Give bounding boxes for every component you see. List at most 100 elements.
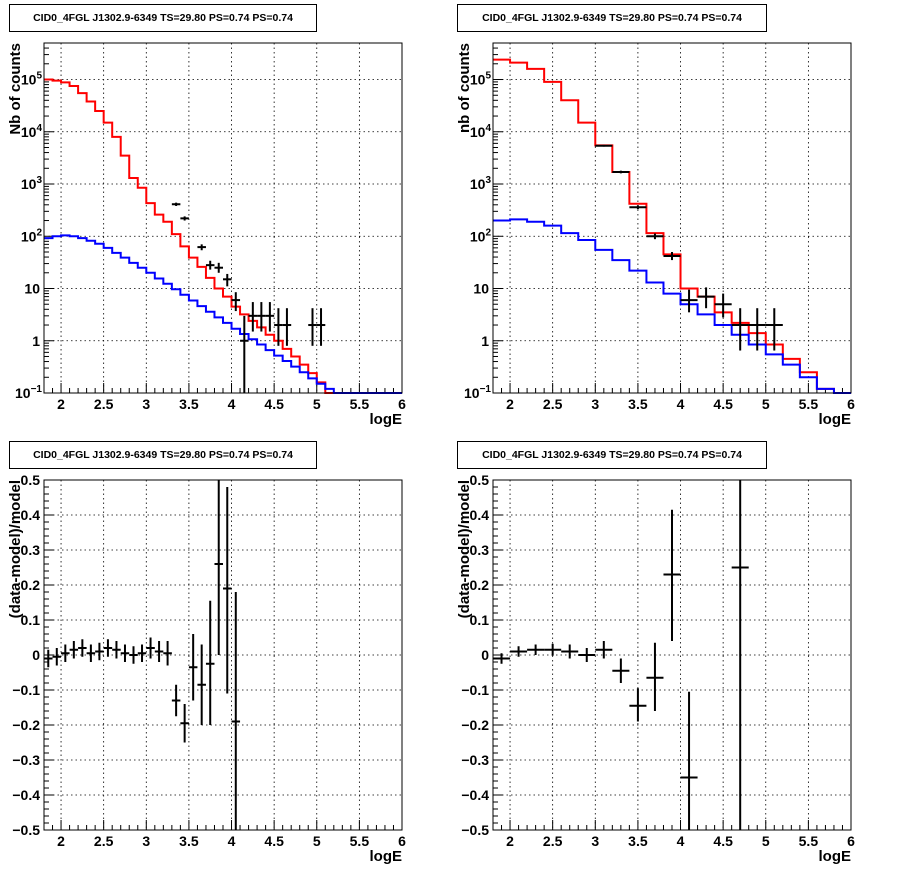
ticks (492, 42, 852, 394)
data-point (214, 262, 223, 273)
y-tick-label: 104 (21, 123, 43, 140)
data-point (214, 480, 223, 655)
data-point (180, 216, 189, 221)
x-tick-label: 2 (506, 396, 514, 412)
series (493, 218, 851, 394)
y-tick-label: −0.2 (461, 717, 489, 733)
series (171, 202, 326, 393)
data-point (544, 643, 562, 656)
data-point (223, 273, 232, 287)
x-tick-labels: 2 2.5 3 3.5 4 4.5 5 5.5 6 (57, 833, 406, 849)
chart-top-left: 2 2.5 3 3.5 4 4.5 5 5.5 6 10−1 1 10 102 103 104 105 logE… (7, 42, 406, 428)
data-point (731, 480, 749, 830)
x-axis-label: logE (819, 411, 852, 428)
data-point (663, 509, 681, 641)
panel-bottom-right: 2 2.5 3 3.5 4 4.5 5 5.5 6 −0.5 −0.4 −0.3 −0.2 −0.1 0 0.… (449, 437, 898, 874)
x-tick-label: 2.5 (543, 833, 563, 849)
series (44, 480, 241, 830)
y-tick-label: 10−1 (464, 384, 491, 401)
x-tick-label: 4.5 (713, 396, 733, 412)
data-point (103, 639, 113, 657)
y-tick-label: −0.5 (12, 822, 40, 838)
y-tick-labels: 10−1 1 10 102 103 104 105 (15, 71, 42, 401)
y-tick-label: 0.4 (21, 507, 41, 523)
x-tick-label: 6 (398, 396, 406, 412)
data-point (180, 704, 189, 743)
chart-bottom-right: 2 2.5 3 3.5 4 4.5 5 5.5 6 −0.5 −0.4 −0.3 −0.2 −0.1 0 0.… (456, 472, 855, 865)
data-point (629, 688, 647, 722)
x-tick-label: 3 (591, 833, 599, 849)
x-axis-label: logE (370, 411, 403, 428)
series (493, 480, 749, 830)
data-point (578, 648, 596, 662)
y-tick-label: 0 (481, 647, 489, 663)
x-tick-label: 3.5 (628, 833, 648, 849)
x-tick-label: 3.5 (179, 396, 199, 412)
data-point (78, 639, 87, 657)
data-point (44, 649, 53, 668)
data-point (680, 289, 698, 313)
x-tick-label: 4 (677, 833, 685, 849)
x-tick-label: 5 (762, 833, 770, 849)
series-line (44, 78, 402, 394)
y-tick-label: 0.1 (21, 612, 41, 628)
y-tick-label: 102 (21, 227, 43, 244)
x-tick-label: 2 (57, 396, 65, 412)
y-tick-label: 0 (32, 647, 40, 663)
y-tick-labels: −0.5 −0.4 −0.3 −0.2 −0.1 0 0.1 0.2 0.3 0.4 0.5 (12, 472, 40, 838)
y-tick-label: 10−1 (15, 384, 42, 401)
y-tick-label: −0.4 (461, 787, 489, 803)
y-tick-label: 1 (481, 333, 489, 349)
data-point (188, 634, 198, 701)
series (44, 234, 402, 394)
data-point (171, 202, 181, 206)
ticks (43, 42, 403, 394)
data-point (265, 302, 275, 332)
plot-frame (43, 42, 403, 394)
data-point (697, 287, 715, 309)
panel-top-left: 2 2.5 3 3.5 4 4.5 5 5.5 6 10−1 1 10 102 103 104 105 logE… (0, 0, 449, 437)
data-point (748, 308, 766, 351)
y-tick-label: −0.3 (12, 752, 40, 768)
data-point (595, 641, 613, 659)
data-point (171, 684, 181, 717)
data-point (274, 308, 283, 346)
y-tick-labels: 10−1 1 10 102 103 104 105 (464, 71, 491, 401)
data-point (95, 642, 104, 661)
data-point (646, 642, 664, 711)
data-point (663, 251, 681, 261)
data-point (308, 308, 317, 346)
grid (493, 43, 852, 394)
data-point (223, 487, 232, 694)
x-tick-label: 4 (677, 396, 685, 412)
x-tick-label: 6 (847, 833, 855, 849)
x-tick-label: 3.5 (628, 396, 648, 412)
x-tick-label: 5 (313, 833, 321, 849)
x-tick-label: 2.5 (543, 396, 563, 412)
series-line (493, 218, 851, 394)
x-tick-label: 3 (142, 396, 150, 412)
x-tick-label: 5 (762, 396, 770, 412)
ticks (492, 479, 852, 831)
x-tick-label: 4.5 (264, 396, 284, 412)
data-point (527, 644, 545, 655)
x-tick-label: 5 (313, 396, 321, 412)
panel-top-right: 2 2.5 3 3.5 4 4.5 5 5.5 6 10−1 1 10 102 103 104 105 logE… (449, 0, 898, 437)
x-tick-label: 5.5 (799, 396, 819, 412)
y-tick-label: −0.1 (461, 682, 489, 698)
y-tick-label: 104 (470, 123, 492, 140)
x-tick-label: 3 (142, 833, 150, 849)
data-point (205, 600, 215, 725)
y-axis-label: Nb of counts (7, 43, 24, 135)
x-tick-label: 2.5 (94, 833, 114, 849)
chart-title: CID0_4FGL J1302.9-6349 TS=29.80 PS=0.74 … (457, 441, 767, 469)
grid (44, 43, 403, 394)
data-point (680, 691, 698, 830)
y-tick-label: 102 (470, 227, 492, 244)
y-tick-label: 1 (32, 333, 40, 349)
x-tick-label: 2.5 (94, 396, 114, 412)
data-point (197, 644, 206, 725)
data-point (629, 205, 647, 210)
series (44, 78, 402, 394)
data-point (612, 170, 630, 174)
